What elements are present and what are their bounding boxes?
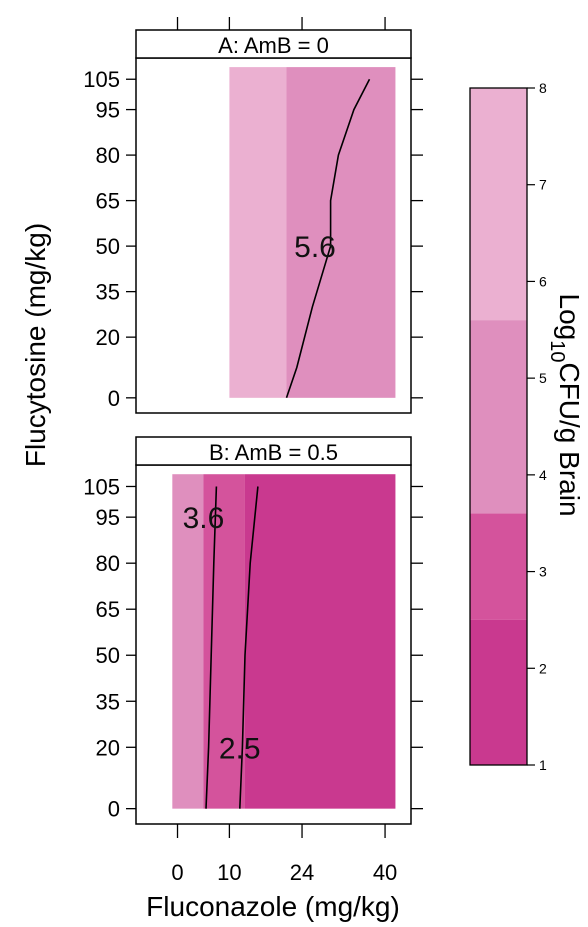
outer-ticks: 0 20 35 50 65 80 95 105 0 20 35 50 65 80 95 105: [83, 17, 423, 838]
colorbar-band: [470, 619, 527, 765]
y-tick-label: 80: [96, 551, 120, 576]
heat-cell: [203, 474, 245, 809]
colorbar-title-sub: 10: [546, 340, 568, 362]
y-tick-label: 105: [83, 67, 120, 92]
strip-box: [135, 29, 412, 59]
y-tick-label: 0: [108, 386, 120, 411]
colorbar-tick-label: 4: [539, 467, 547, 483]
y-tick-label: 65: [96, 597, 120, 622]
x-axis-title: Fluconazole (mg/kg): [146, 891, 400, 922]
panel-b: 3.6 2.5 B: AmB = 0.5: [135, 436, 412, 825]
colorbar-tick-label: 6: [539, 273, 547, 289]
contour-line: [239, 486, 259, 809]
colorbar-band: [470, 320, 527, 514]
colorbar-tick-label: 1: [539, 757, 547, 773]
heat-cell: [286, 67, 396, 398]
heat-cell: [229, 67, 287, 398]
colorbar-tick-label: 7: [539, 177, 547, 193]
contour-label: 5.6: [294, 231, 336, 264]
y-tick-label: 20: [96, 325, 120, 350]
heat-cell: [244, 474, 396, 809]
x-tick-label: 24: [290, 860, 314, 885]
x-tick-labels: 0 10 24 40: [171, 860, 397, 885]
y-tick-label: 50: [96, 643, 120, 668]
colorbar: 1 2 3 4 5 6 7 8: [469, 80, 547, 773]
contour-line: [205, 486, 218, 809]
panels: 5.6 A: AmB = 0 3.6 2.5 B: AmB = 0.5: [135, 29, 412, 825]
y-tick-label: 80: [96, 143, 120, 168]
y-tick-label: 95: [96, 505, 120, 530]
colorbar-title: Log10CFU/g Brain: [546, 293, 585, 516]
colorbar-title-rest: CFU/g Brain: [554, 362, 585, 516]
x-tick-label: 10: [217, 860, 241, 885]
colorbar-tick-label: 2: [539, 660, 547, 676]
colorbar-tick-label: 5: [539, 370, 547, 386]
y-tick-label: 35: [96, 280, 120, 305]
colorbar-tick-label: 8: [539, 80, 547, 96]
x-tick-label: 0: [171, 860, 183, 885]
y-tick-label: 35: [96, 689, 120, 714]
y-tick-label: 105: [83, 474, 120, 499]
colorbar-title-main: Log: [554, 293, 585, 340]
colorbar-tick-label: 3: [539, 564, 547, 580]
strip-label: B: AmB = 0.5: [209, 440, 338, 465]
y-tick-label: 0: [108, 797, 120, 822]
contour-line: [285, 78, 371, 399]
x-tick-label: 40: [373, 860, 397, 885]
y-axis-title: Flucytosine (mg/kg): [20, 223, 51, 467]
y-tick-label: 95: [96, 98, 120, 123]
heat-cell: [172, 474, 204, 809]
y-tick-label: 50: [96, 234, 120, 259]
y-tick-label: 20: [96, 735, 120, 760]
strip-label: A: AmB = 0: [218, 33, 329, 58]
colorbar-band: [470, 88, 527, 321]
contour-label: 2.5: [219, 732, 261, 765]
contour-label: 3.6: [183, 502, 225, 535]
panel-a: 5.6 A: AmB = 0: [135, 29, 412, 414]
colorbar-band: [470, 513, 527, 620]
strip-box: [135, 436, 412, 466]
colorbar-frame: [469, 87, 528, 766]
y-tick-label: 65: [96, 189, 120, 214]
